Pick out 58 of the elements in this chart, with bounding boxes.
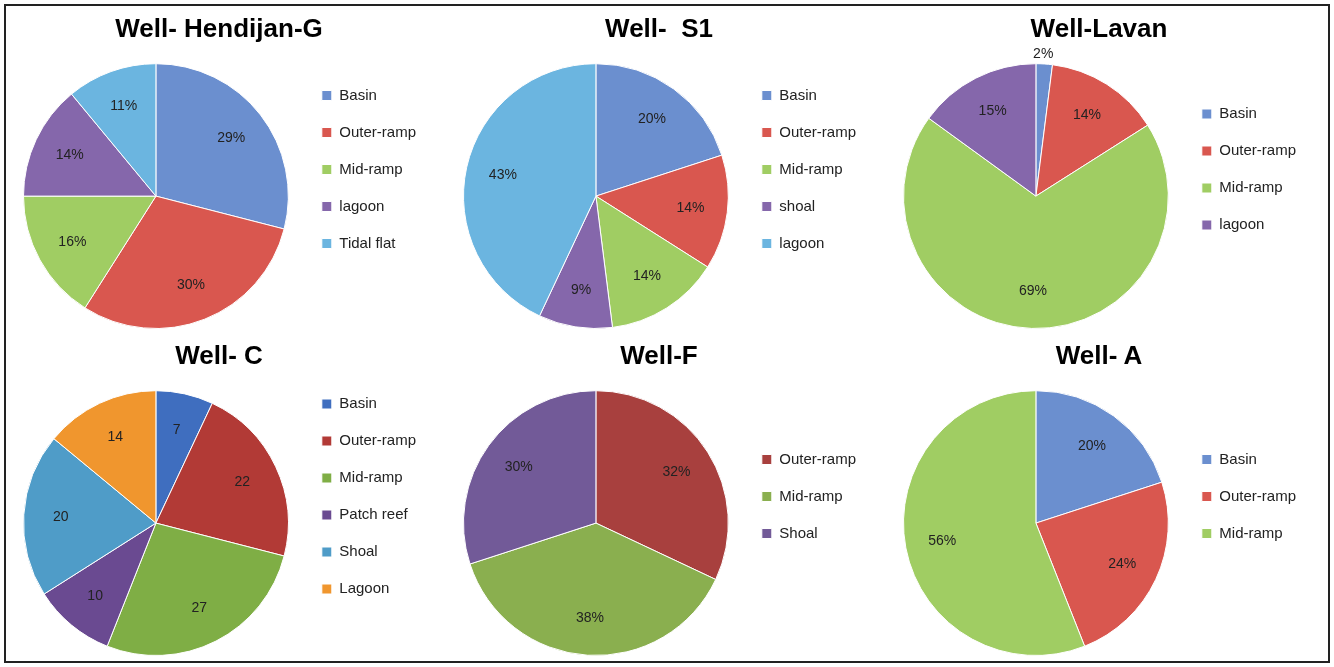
legend-label: Mid-ramp <box>779 486 843 504</box>
legend-label: Tidal flat <box>339 233 397 251</box>
data-label: 20 <box>52 507 69 524</box>
chart-title: Well- Hendijan-G <box>115 12 323 43</box>
chart-title: Well- S1 <box>605 12 713 43</box>
legend-label: Outer-ramp <box>1219 486 1296 504</box>
data-label: 14% <box>632 267 661 284</box>
legend-label: shoal <box>779 196 816 214</box>
data-label: 14% <box>55 146 84 163</box>
chart-title: Well- C <box>175 339 264 370</box>
data-label: 69% <box>1018 282 1047 299</box>
legend-label: Patch reef <box>339 505 409 523</box>
legend-label: Mid-ramp <box>339 468 403 486</box>
data-label: 15% <box>978 102 1007 119</box>
legend-label: Mid-ramp <box>1219 523 1283 541</box>
legend-label: Outer-ramp <box>779 449 856 467</box>
data-label: 30% <box>176 275 206 292</box>
data-label: 27 <box>191 598 208 615</box>
data-label: 56% <box>928 531 957 548</box>
legend-label: lagoon <box>1219 215 1265 233</box>
legend-label: Mid-ramp <box>1219 178 1283 196</box>
data-label: 14 <box>107 427 124 444</box>
legend-label: Outer-ramp <box>339 431 416 449</box>
data-label: 22 <box>234 473 251 490</box>
legend-label: Outer-ramp <box>779 122 856 140</box>
data-label: 20% <box>1077 436 1106 453</box>
legend-label: Shoal <box>339 542 378 560</box>
legend-label: Mid-ramp <box>339 159 403 177</box>
data-label: 11% <box>110 97 138 114</box>
chart-title: Well-Lavan <box>1030 12 1168 43</box>
data-label: 29% <box>217 128 246 145</box>
legend-label: Basin <box>1219 104 1257 122</box>
data-label: 20% <box>637 109 666 126</box>
data-label: 14% <box>676 198 705 215</box>
data-label: 7 <box>172 420 181 437</box>
data-label: 24% <box>1108 554 1137 571</box>
chart-title: Well-F <box>620 339 698 370</box>
data-label: 30% <box>504 457 533 474</box>
data-label: 16% <box>58 232 87 249</box>
legend-label: Basin <box>339 85 377 103</box>
legend-label: Basin <box>1219 449 1257 467</box>
legend-label: lagoon <box>779 233 825 251</box>
data-label: 10 <box>87 587 104 604</box>
legend-label: Lagoon <box>339 579 390 597</box>
data-label: 9% <box>570 281 592 298</box>
legend-label: Mid-ramp <box>779 159 843 177</box>
legend-label: Outer-ramp <box>339 122 416 140</box>
legend-label: Basin <box>779 85 817 103</box>
data-label: 14% <box>1072 106 1101 123</box>
legend-label: lagoon <box>339 196 385 214</box>
data-label: 38% <box>575 609 604 626</box>
data-label: 2% <box>1033 44 1054 61</box>
legend-label: Shoal <box>779 523 818 541</box>
data-label: 43% <box>488 166 517 183</box>
data-label: 32% <box>662 462 691 479</box>
legend-label: Outer-ramp <box>1219 141 1296 159</box>
legend-label: Basin <box>339 394 377 412</box>
chart-title: Well- A <box>1055 339 1143 370</box>
